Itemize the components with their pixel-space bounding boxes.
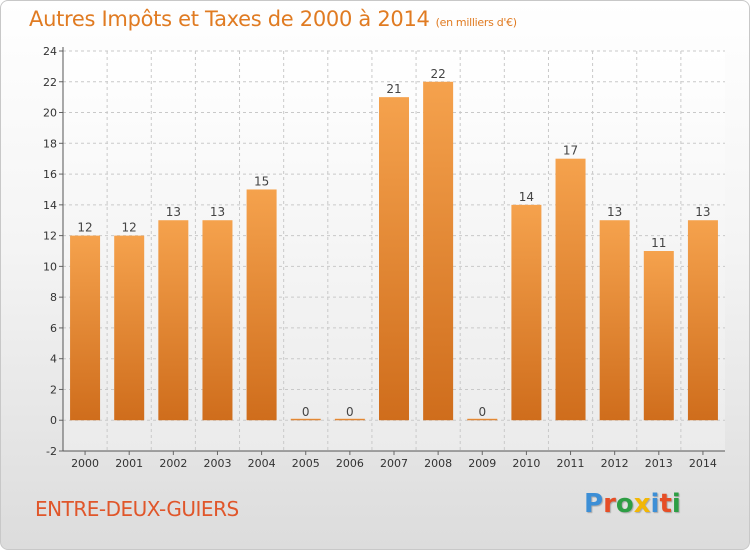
bar-2007 xyxy=(379,97,409,421)
bars xyxy=(70,81,718,421)
bar-2001 xyxy=(114,235,145,421)
y-tick-label: 12 xyxy=(43,230,57,243)
data-label: 21 xyxy=(386,82,401,96)
bar-2012 xyxy=(599,220,630,421)
data-label: 0 xyxy=(478,405,486,419)
x-tick-label: 2005 xyxy=(292,457,320,470)
labels: -202468101214161820222412200012200113200… xyxy=(43,45,717,470)
y-tick-label: 20 xyxy=(43,107,57,120)
y-tick-label: 4 xyxy=(50,353,57,366)
data-label: 12 xyxy=(122,221,137,235)
x-tick-label: 2006 xyxy=(336,457,364,470)
chart-title-text: Autres Impôts et Taxes de 2000 à 2014 xyxy=(29,7,430,31)
bar-2006 xyxy=(334,418,365,421)
proxiti-logo: Proxiti xyxy=(584,489,681,519)
y-tick-label: 24 xyxy=(43,45,57,58)
x-tick-label: 2004 xyxy=(248,457,276,470)
x-tick-label: 2014 xyxy=(689,457,717,470)
x-tick-label: 2003 xyxy=(203,457,231,470)
data-label: 17 xyxy=(563,144,578,158)
x-tick-label: 2002 xyxy=(159,457,187,470)
x-tick-label: 2013 xyxy=(645,457,673,470)
bar-2009 xyxy=(467,418,498,421)
bar-2014 xyxy=(687,220,718,421)
data-label: 13 xyxy=(607,205,622,219)
data-label: 13 xyxy=(695,205,710,219)
data-label: 0 xyxy=(302,405,310,419)
data-label: 15 xyxy=(254,174,269,188)
logo-letter: i xyxy=(650,489,660,519)
logo-letter: x xyxy=(633,489,651,519)
y-tick-label: 2 xyxy=(50,383,57,396)
x-tick-label: 2011 xyxy=(557,457,585,470)
data-label: 11 xyxy=(651,236,666,250)
data-label: 12 xyxy=(77,221,92,235)
bar-2003 xyxy=(202,220,233,421)
x-tick-label: 2007 xyxy=(380,457,408,470)
data-label: 13 xyxy=(210,205,225,219)
bar-2013 xyxy=(643,251,674,421)
axes xyxy=(59,47,725,455)
y-tick-label: 0 xyxy=(50,414,57,427)
bar-2005 xyxy=(290,418,321,421)
y-tick-label: 16 xyxy=(43,168,57,181)
x-tick-label: 2000 xyxy=(71,457,99,470)
y-tick-label: 10 xyxy=(43,260,57,273)
bar-2010 xyxy=(511,204,542,421)
y-tick-label: 18 xyxy=(43,137,57,150)
bar-2011 xyxy=(555,158,586,421)
data-label: 0 xyxy=(346,405,354,419)
commune-name: ENTRE-DEUX-GUIERS xyxy=(35,497,239,521)
y-tick-label: 8 xyxy=(50,291,57,304)
logo-letter: r xyxy=(603,489,616,519)
data-label: 22 xyxy=(430,67,445,81)
x-tick-label: 2012 xyxy=(601,457,629,470)
bar-2000 xyxy=(70,235,101,421)
x-tick-label: 2001 xyxy=(115,457,143,470)
data-label: 14 xyxy=(519,190,534,204)
x-tick-label: 2008 xyxy=(424,457,452,470)
chart-unit: (en milliers d'€) xyxy=(435,16,517,29)
chart-title: Autres Impôts et Taxes de 2000 à 2014 (en… xyxy=(29,7,517,31)
bar-2002 xyxy=(158,220,189,421)
bar-2004 xyxy=(246,189,277,421)
logo-letter: o xyxy=(615,489,634,519)
y-tick-label: -2 xyxy=(46,445,57,458)
x-tick-label: 2009 xyxy=(468,457,496,470)
logo-letter: t xyxy=(659,489,672,519)
y-tick-label: 6 xyxy=(50,322,57,335)
y-tick-label: 22 xyxy=(43,76,57,89)
x-tick-label: 2010 xyxy=(512,457,540,470)
y-tick-label: 14 xyxy=(43,199,57,212)
logo-letter: P xyxy=(584,489,604,519)
bar-2008 xyxy=(423,81,454,421)
logo-letter: i xyxy=(671,489,681,519)
data-label: 13 xyxy=(166,205,181,219)
